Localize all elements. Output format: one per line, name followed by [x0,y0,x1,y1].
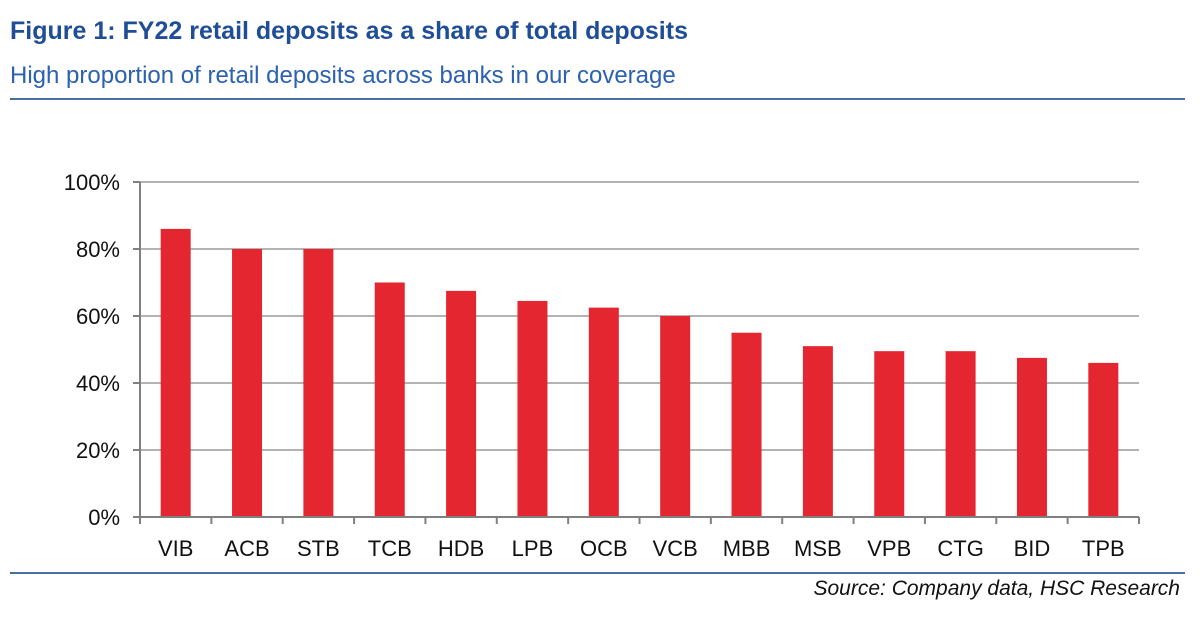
bar-bid [1016,357,1047,517]
x-tick-label: VCB [653,536,698,561]
footer-divider [10,572,1185,574]
header-divider [10,98,1185,100]
figure-subtitle: High proportion of retail deposits acros… [10,62,676,89]
bar-ctg [945,351,976,517]
x-tick-label: TCB [368,536,412,561]
bar-ocb [588,307,619,517]
bar-vpb [874,351,905,517]
x-tick-label: CTG [937,536,983,561]
x-tick-label: ACB [224,536,269,561]
x-tick-label: BID [1014,536,1051,561]
bar-stb [303,249,334,517]
bar-mbb [731,332,762,517]
bars [160,228,1119,517]
y-tick-label: 0% [88,505,120,530]
bar-msb [802,346,833,517]
tick-labels: 0% 20% 40% 60% 80% 100% VIB ACB STB TCB HDB LPB OCB V… [64,170,1125,561]
bar-acb [232,249,263,517]
x-tick-label: LPB [512,536,554,561]
x-tick-label: STB [297,536,340,561]
bar-tcb [374,282,405,517]
x-tick-label: VIB [158,536,193,561]
y-tick-label: 60% [76,304,120,329]
y-tick-label: 20% [76,438,120,463]
y-tick-label: 80% [76,237,120,262]
y-tick-label: 100% [64,170,120,195]
x-tick-label: VPB [867,536,911,561]
bar-tpb [1088,362,1119,517]
figure-title: Figure 1: FY22 retail deposits as a shar… [10,17,688,45]
y-tick-label: 40% [76,371,120,396]
bar-vib [160,228,191,517]
x-tick-label: MBB [723,536,771,561]
x-tick-label: TPB [1082,536,1125,561]
source-note: Source: Company data, HSC Research [813,577,1180,600]
axes [133,181,1140,524]
x-tick-label: MSB [794,536,842,561]
bar-vcb [660,316,691,517]
bar-lpb [517,300,548,517]
bar-hdb [446,290,477,517]
gridlines [140,181,1139,451]
x-tick-label: HDB [438,536,484,561]
x-tick-label: OCB [580,536,628,561]
